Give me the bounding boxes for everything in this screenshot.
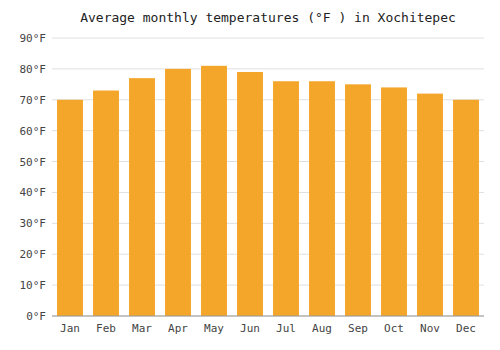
x-tick-label: Mar <box>132 322 152 335</box>
y-axis: 0°F 10°F 20°F 30°F 40°F 50°F 60°F 70°F 80°F 90°F <box>20 32 47 323</box>
x-tick-label: Sep <box>348 322 368 335</box>
chart-container: Average monthly temperatures (°F ) in Xo… <box>0 0 500 350</box>
x-tick-label: May <box>204 322 224 335</box>
bar <box>345 84 371 316</box>
x-tick-label: Oct <box>384 322 404 335</box>
x-tick-label: Nov <box>420 322 440 335</box>
x-tick-label: Dec <box>456 322 476 335</box>
bar <box>237 72 263 316</box>
y-tick-label: 40°F <box>20 186 47 199</box>
y-tick-label: 90°F <box>20 32 47 45</box>
y-tick-label: 60°F <box>20 125 47 138</box>
bar <box>309 81 335 316</box>
grid-line <box>52 38 484 39</box>
title: Average monthly temperatures (°F ) in Xo… <box>80 10 456 25</box>
grid-line <box>52 68 484 69</box>
bar <box>273 81 299 316</box>
y-tick-label: 20°F <box>20 248 47 261</box>
bar <box>201 66 227 316</box>
page: {"chart_data": {"type": "bar", "title": … <box>0 0 500 350</box>
y-tick-label: 30°F <box>20 217 47 230</box>
x-tick-label: Jul <box>276 322 296 335</box>
x-tick-label: Feb <box>96 322 116 335</box>
x-tick-label: Apr <box>168 322 188 335</box>
y-tick-label: 70°F <box>20 94 47 107</box>
chart: Average monthly temperatures (°F ) in Xo… <box>0 0 500 350</box>
bar <box>381 87 407 316</box>
x-tick-label: Aug <box>312 322 332 335</box>
x-axis-line <box>52 316 484 317</box>
bar <box>453 100 479 316</box>
x-axis: Jan Feb Mar Apr May Jun Jul Aug Sep Oct Nov Dec <box>52 316 484 335</box>
x-tick-label: Jun <box>240 322 260 335</box>
grid-line <box>52 316 484 317</box>
bar <box>93 91 119 316</box>
bars <box>57 66 479 316</box>
y-tick-label: 10°F <box>20 279 47 292</box>
grid <box>52 38 484 316</box>
y-tick-label: 80°F <box>20 63 47 76</box>
bar <box>165 69 191 316</box>
bar <box>57 100 83 316</box>
y-tick-label: 0°F <box>26 310 46 323</box>
bar <box>129 78 155 316</box>
x-tick-label: Jan <box>60 322 80 335</box>
bar <box>417 94 443 316</box>
y-tick-label: 50°F <box>20 156 47 169</box>
